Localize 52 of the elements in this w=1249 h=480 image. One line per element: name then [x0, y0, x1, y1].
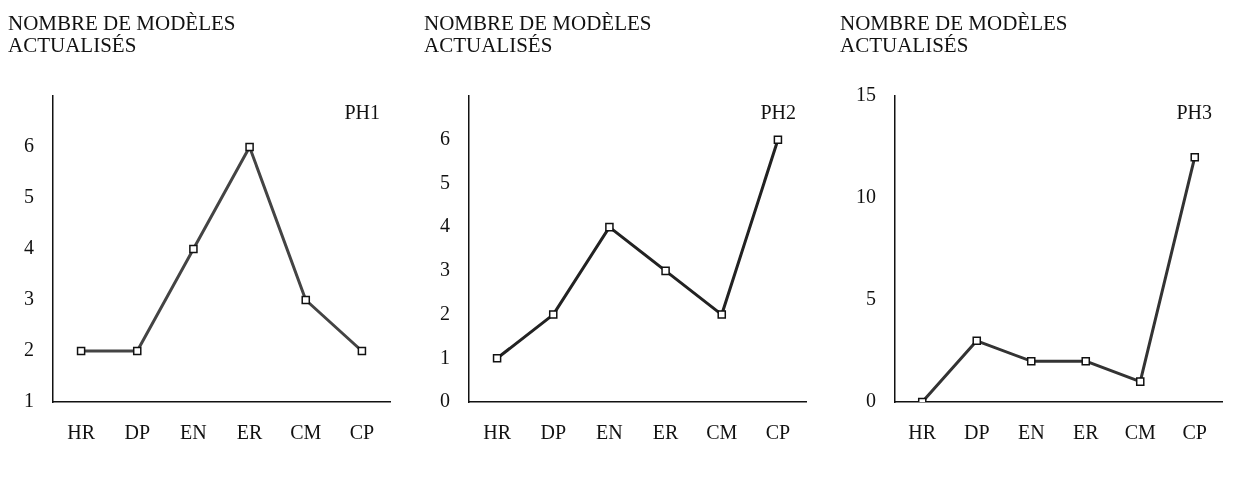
x-tick-label: CM	[290, 421, 322, 444]
y-axis-title: NOMBRE DE MODÈLES ACTUALISÉS	[8, 11, 237, 57]
y-tick-label: 10	[856, 185, 876, 208]
x-tick-label: CP	[765, 421, 791, 444]
y-tick-label: 3	[24, 287, 34, 310]
point	[1081, 356, 1091, 366]
x-tick-label: DP	[963, 421, 990, 444]
y-tick-label: 5	[24, 185, 34, 208]
x-tick-label: ER	[236, 421, 264, 444]
y-tick-label: 2	[24, 338, 34, 361]
x-tick-label: CM	[706, 421, 738, 444]
y-tick-label: 4	[440, 214, 450, 237]
x-tick-label: CM	[1124, 421, 1157, 444]
point	[605, 222, 614, 232]
point	[1190, 152, 1200, 162]
y-tick-label: 2	[440, 301, 450, 324]
x-tick-label: ER	[652, 421, 680, 444]
y-axis-title: NOMBRE DE MODÈLES ACTUALISÉS	[840, 11, 1069, 57]
x-tick-label: HR	[67, 421, 96, 444]
x-tick-label: ER	[1072, 421, 1100, 444]
y-tick-label: 3	[440, 258, 450, 281]
x-tick-label: DP	[124, 421, 151, 444]
y-tick-label: 1	[24, 389, 34, 412]
point	[717, 310, 727, 319]
point	[661, 266, 670, 276]
y-tick-label: 6	[440, 126, 450, 149]
y-tick-label: 1	[440, 345, 450, 368]
y-tick-label: 0	[866, 389, 876, 412]
point	[1135, 377, 1145, 386]
point	[492, 354, 502, 363]
y-tick-label: 15	[856, 83, 876, 106]
y-tick-label: 0	[440, 389, 450, 412]
y-tick-label: 4	[24, 236, 34, 259]
point	[773, 135, 783, 144]
chart-title: PH2	[760, 101, 796, 124]
x-tick-label: HR	[483, 421, 512, 444]
x-tick-label: CP	[349, 421, 375, 444]
x-tick-label: EN	[596, 421, 623, 444]
x-tick-label: DP	[540, 421, 567, 444]
y-tick-label: 5	[440, 170, 450, 193]
point	[548, 310, 558, 319]
y-tick-label: 5	[866, 287, 876, 310]
point	[1026, 356, 1036, 366]
x-tick-label: EN	[180, 421, 207, 444]
x-tick-label: CP	[1182, 421, 1207, 444]
y-tick-label: 6	[24, 134, 34, 157]
y-axis-title: NOMBRE DE MODÈLES ACTUALISÉS	[424, 11, 653, 57]
chart-title: PH1	[344, 101, 380, 124]
x-tick-label: HR	[908, 421, 937, 444]
chart-title: PH3	[1176, 101, 1212, 124]
x-tick-label: EN	[1017, 421, 1045, 444]
point	[972, 336, 982, 346]
